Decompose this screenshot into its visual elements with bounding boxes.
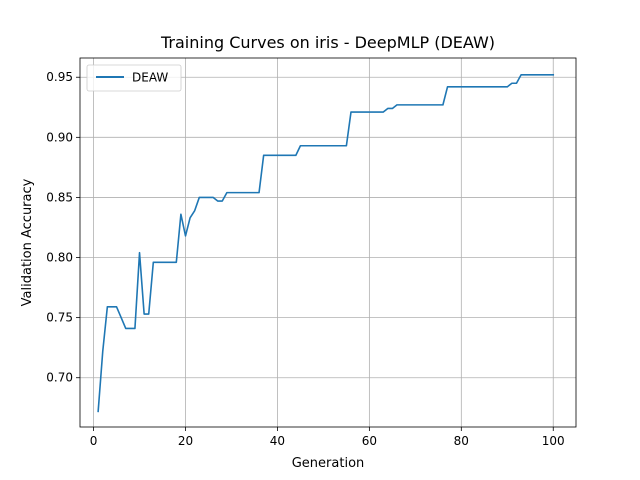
x-tick-label: 40 [270,434,285,448]
y-tick-label: 0.95 [46,70,73,84]
y-tick-label: 0.90 [46,130,73,144]
y-tick-label: 0.70 [46,371,73,385]
x-tick-label: 0 [90,434,98,448]
x-axis-label: Generation [292,456,365,471]
y-axis-label: Validation Accuracy [20,178,35,306]
series-layer [97,74,555,413]
x-tick-label: 20 [178,434,193,448]
y-tick-label: 0.80 [46,251,73,265]
x-tick-label: 60 [362,434,377,448]
x-tick-label: 100 [542,434,565,448]
legend: DEAW [86,64,182,92]
chart-title: Training Curves on iris - DeepMLP (DEAW) [160,33,495,52]
plot-frame [79,57,577,428]
ticks: 0 20 40 60 80 100 0.70 0.75 0.80 0.85 0.90 0.95 [46,70,564,448]
legend-box [86,64,182,92]
y-tick-label: 0.85 [46,190,73,204]
grid [80,58,576,427]
legend-label-deaw: DEAW [132,71,168,85]
x-tick-label: 80 [454,434,469,448]
series-line-deaw [97,74,555,413]
y-tick-label: 0.75 [46,311,73,325]
